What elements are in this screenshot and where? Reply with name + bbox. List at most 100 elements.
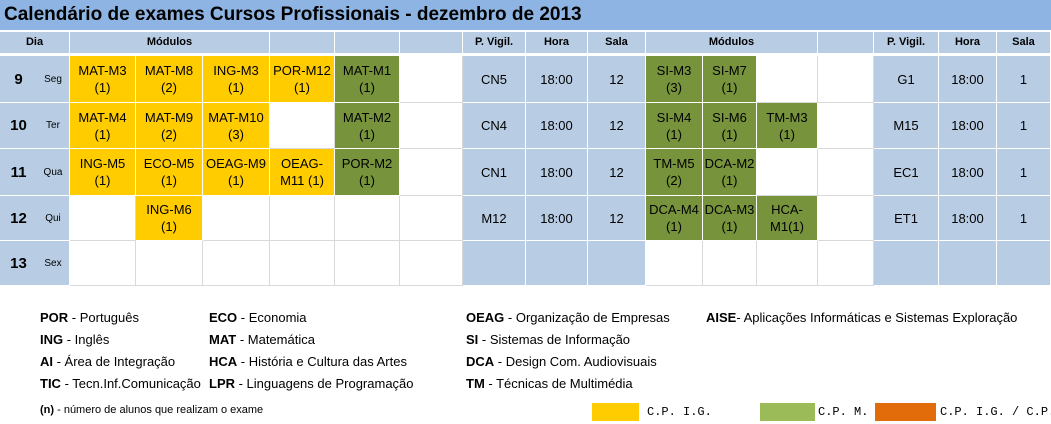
exam-module-cell (203, 241, 270, 286)
hora-cell (939, 241, 997, 286)
exam-module-cell (703, 241, 757, 286)
pvigil-cell: ET1 (874, 196, 939, 241)
legend-abbr: ECO (209, 310, 238, 325)
header-blank (818, 32, 874, 54)
header-hora-right: Hora (939, 32, 997, 54)
sala-cell: 1 (997, 56, 1051, 103)
pvigil-cell: G1 (874, 56, 939, 103)
exam-module-cell (400, 103, 463, 149)
sala-cell: 1 (997, 149, 1051, 196)
exam-module-cell (70, 241, 136, 286)
exam-module-cell: DCA-M3 (1) (703, 196, 757, 241)
exam-module-cell (818, 149, 874, 196)
exam-module-cell (270, 241, 335, 286)
weekday-label: Sex (37, 241, 70, 286)
legend-abbr: AI (40, 354, 53, 369)
sala-cell: 1 (997, 103, 1051, 149)
day-number: 11 (0, 149, 37, 196)
sala-cell: 12 (588, 103, 646, 149)
legend-entry: LPR - Linguagens de Programação (209, 376, 414, 391)
exam-module-cell (400, 241, 463, 286)
header-sala-left: Sala (588, 32, 646, 54)
pvigil-cell (874, 241, 939, 286)
exam-module-cell: MAT-M1 (1) (335, 56, 400, 103)
legend-text: - Aplicações Informáticas e Sistemas Exp… (736, 310, 1018, 325)
note-text: - número de alunos que realizam o exame (54, 404, 264, 416)
note-abbr: (n) (40, 404, 55, 416)
exam-module-cell (136, 241, 203, 286)
exam-module-cell: ING-M3 (1) (203, 56, 270, 103)
legend-abbr: ING (40, 332, 64, 347)
legend-abbr: SI (466, 332, 479, 347)
exam-module-cell: SI-M4 (1) (646, 103, 703, 149)
legend-text: - Português (68, 310, 139, 325)
exam-module-cell (335, 196, 400, 241)
pvigil-cell: M15 (874, 103, 939, 149)
header-hora-left: Hora (526, 32, 588, 54)
exam-module-cell: OEAG-M9 (1) (203, 149, 270, 196)
legend-entry: DCA - Design Com. Audiovisuais (466, 354, 657, 369)
legend-abbr: TIC (40, 376, 61, 391)
weekday-label: Qui (37, 196, 70, 241)
day-number: 10 (0, 103, 37, 149)
page-title: Calendário de exames Cursos Profissionai… (0, 0, 1051, 30)
legend-text: - História e Cultura das Artes (237, 354, 407, 369)
pvigil-cell: M12 (463, 196, 526, 241)
day-number: 12 (0, 196, 37, 241)
legend-abbr: AISE (706, 310, 737, 325)
exam-module-cell: ING-M5 (1) (70, 149, 136, 196)
legend-entry: POR - Português (40, 310, 139, 325)
exam-module-cell: SI-M6 (1) (703, 103, 757, 149)
pvigil-cell: EC1 (874, 149, 939, 196)
legend-text: - Linguagens de Programação (235, 376, 414, 391)
weekday-label: Seg (37, 56, 70, 103)
legend-text: - Sistemas de Informação (478, 332, 631, 347)
legend-entry: HCA - História e Cultura das Artes (209, 354, 407, 369)
color-swatch (592, 403, 639, 421)
color-swatch-label: C.P. I.G. (647, 405, 712, 419)
hora-cell: 18:00 (526, 196, 588, 241)
exam-module-cell (757, 241, 818, 286)
pvigil-cell: CN5 (463, 56, 526, 103)
day-number: 9 (0, 56, 37, 103)
color-swatch-label: C.P. I.G. / C.P.M. (940, 405, 1051, 419)
exam-module-cell: MAT-M9 (2) (136, 103, 203, 149)
legend-abbr: LPR (209, 376, 235, 391)
exam-module-cell: ECO-M5 (1) (136, 149, 203, 196)
sala-cell: 12 (588, 149, 646, 196)
legend-entry: AISE- Aplicações Informáticas e Sistemas… (706, 310, 1017, 325)
header-blank (335, 32, 400, 54)
exam-module-cell: ING-M6 (1) (136, 196, 203, 241)
exam-module-cell (646, 241, 703, 286)
pvigil-cell: CN4 (463, 103, 526, 149)
legend-entry: TM - Técnicas de Multimédia (466, 376, 633, 391)
legend-text: - Inglês (63, 332, 110, 347)
exam-module-cell (270, 196, 335, 241)
legend-entry: ECO - Economia (209, 310, 307, 325)
exam-module-cell: TM-M5 (2) (646, 149, 703, 196)
hora-cell: 18:00 (526, 149, 588, 196)
hora-cell: 18:00 (526, 56, 588, 103)
legend-abbr: POR (40, 310, 69, 325)
exam-module-cell (400, 149, 463, 196)
exam-module-cell: SI-M7 (1) (703, 56, 757, 103)
legend-entry: SI - Sistemas de Informação (466, 332, 630, 347)
legend-entry: AI - Área de Integração (40, 354, 175, 369)
color-swatch (760, 403, 815, 421)
exam-module-cell: MAT-M10 (3) (203, 103, 270, 149)
hora-cell: 18:00 (526, 103, 588, 149)
legend-text: - Técnicas de Multimédia (484, 376, 633, 391)
sala-cell: 1 (997, 196, 1051, 241)
exam-module-cell: POR-M2 (1) (335, 149, 400, 196)
exam-module-cell: DCA-M2 (1) (703, 149, 757, 196)
color-swatch (875, 403, 936, 421)
legend-abbr: HCA (209, 354, 238, 369)
legend-abbr: DCA (466, 354, 495, 369)
legend-text: - Área de Integração (53, 354, 176, 369)
exam-module-cell (270, 103, 335, 149)
header-modulos-right: Módulos (646, 32, 818, 54)
exam-module-cell: SI-M3 (3) (646, 56, 703, 103)
legend-entry: OEAG - Organização de Empresas (466, 310, 670, 325)
header-blank (270, 32, 335, 54)
header-modulos-left: Módulos (70, 32, 270, 54)
